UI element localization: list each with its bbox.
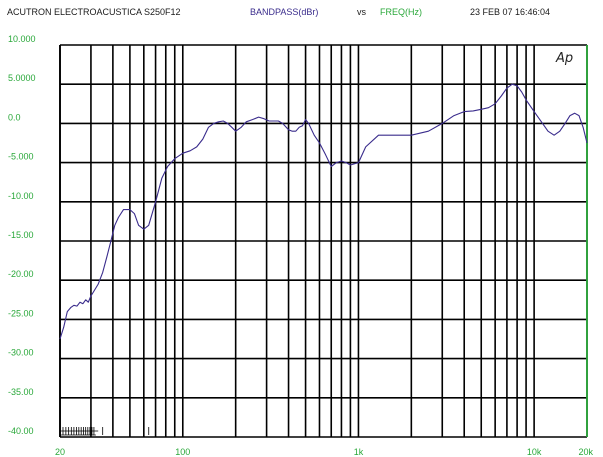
x-tick-label: 1k — [354, 447, 364, 457]
y-gridlines — [60, 44, 587, 438]
bottom-minor-ticks — [59, 427, 167, 436]
x-tick-labels: 20 100 1k 10k 20k — [55, 447, 594, 457]
y-tick-label: -5.000 — [8, 152, 34, 162]
y-tick-labels: 10.000 5.0000 0.0 -5.000 -10.00 -15.00 -20.00 -… — [8, 34, 36, 436]
chart-header-title: ACUTRON ELECTROACUSTICA S250F12 — [7, 7, 181, 17]
y-tick-label: 10.000 — [8, 34, 36, 44]
y-tick-label: 0.0 — [8, 112, 21, 122]
chart-header-timestamp: 23 FEB 07 16:46:04 — [470, 7, 551, 17]
y-tick-label: -20.00 — [8, 269, 34, 279]
chart-header-vs: vs — [357, 7, 366, 17]
chart-header-x-measure: FREQ(Hz) — [380, 7, 422, 17]
y-tick-label: -15.00 — [8, 230, 34, 240]
y-tick-label: -30.00 — [8, 348, 34, 358]
y-tick-label: 5.0000 — [8, 73, 36, 83]
y-tick-label: -40.00 — [8, 426, 34, 436]
y-tick-label: -35.00 — [8, 387, 34, 397]
ap-logo: Ap — [555, 51, 573, 66]
x-tick-label: 20k — [578, 447, 593, 457]
plot-frame — [59, 45, 588, 437]
chart-header-y-measure: BANDPASS(dBr) — [250, 7, 319, 17]
bandpass-series-line — [59, 83, 588, 340]
x-tick-label: 20 — [55, 447, 65, 457]
x-tick-label: 100 — [175, 447, 190, 457]
x-tick-label: 10k — [527, 447, 542, 457]
y-tick-label: -10.00 — [8, 191, 34, 201]
series-layer — [59, 83, 588, 340]
y-tick-label: -25.00 — [8, 308, 34, 318]
